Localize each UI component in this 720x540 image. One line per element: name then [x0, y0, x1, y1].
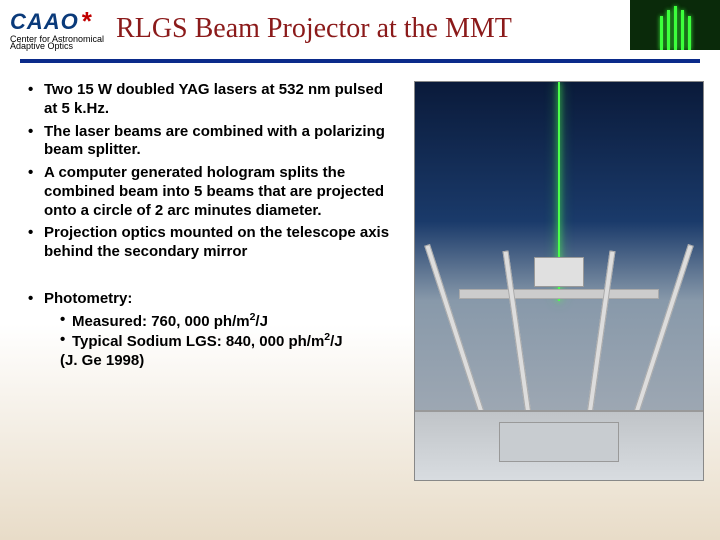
logo-block: CAAO * Center for Astronomical Adaptive … [10, 6, 104, 51]
sub-list: Measured: 760, 000 ph/m2/J Typical Sodiu… [44, 311, 398, 353]
mirror-cell-icon [499, 422, 619, 462]
measured-pre: Measured: 760, 000 ph/m [72, 313, 250, 330]
logo-text: CAAO [10, 9, 79, 35]
sub-list-item: Measured: 760, 000 ph/m2/J [60, 311, 398, 332]
laser-line-icon [688, 16, 691, 50]
list-item: The laser beams are combined with a pola… [28, 123, 398, 161]
laser-line-icon [681, 10, 684, 50]
corner-laser-image [630, 0, 720, 50]
header: CAAO * Center for Astronomical Adaptive … [0, 0, 720, 51]
typical-pre: Typical Sodium LGS: 840, 000 ph/m [72, 333, 324, 350]
truss-icon [626, 244, 694, 436]
logo-main: CAAO * [10, 6, 92, 37]
list-item: Two 15 W doubled YAG lasers at 532 nm pu… [28, 81, 398, 119]
citation: (J. Ge 1998) [44, 352, 398, 371]
logo-subtitle-2: Adaptive Optics [10, 42, 73, 51]
truss-icon [424, 244, 492, 436]
typical-post: /J [330, 333, 343, 350]
bullet-list: Two 15 W doubled YAG lasers at 532 nm pu… [28, 81, 398, 262]
laser-line-icon [674, 6, 677, 50]
telescope-image [414, 81, 704, 481]
list-item-photometry: Photometry: Measured: 760, 000 ph/m2/J T… [28, 290, 398, 371]
laser-line-icon [660, 16, 663, 50]
page-title: RLGS Beam Projector at the MMT [116, 13, 512, 45]
sub-list-item: Typical Sodium LGS: 840, 000 ph/m2/J [60, 331, 398, 352]
truss-icon [503, 250, 534, 429]
laser-line-icon [667, 10, 670, 50]
spacer [28, 266, 398, 290]
bullet-list-photometry: Photometry: Measured: 760, 000 ph/m2/J T… [28, 290, 398, 371]
star-icon: * [81, 6, 92, 37]
truss-icon [585, 250, 616, 429]
list-item: Projection optics mounted on the telesco… [28, 224, 398, 262]
photometry-label: Photometry: [44, 290, 132, 307]
platform-icon [415, 410, 703, 480]
text-column: Two 15 W doubled YAG lasers at 532 nm pu… [28, 81, 408, 481]
list-item: A computer generated hologram splits the… [28, 164, 398, 220]
measured-post: /J [255, 313, 268, 330]
content-area: Two 15 W doubled YAG lasers at 532 nm pu… [0, 63, 720, 491]
image-column [408, 81, 710, 481]
